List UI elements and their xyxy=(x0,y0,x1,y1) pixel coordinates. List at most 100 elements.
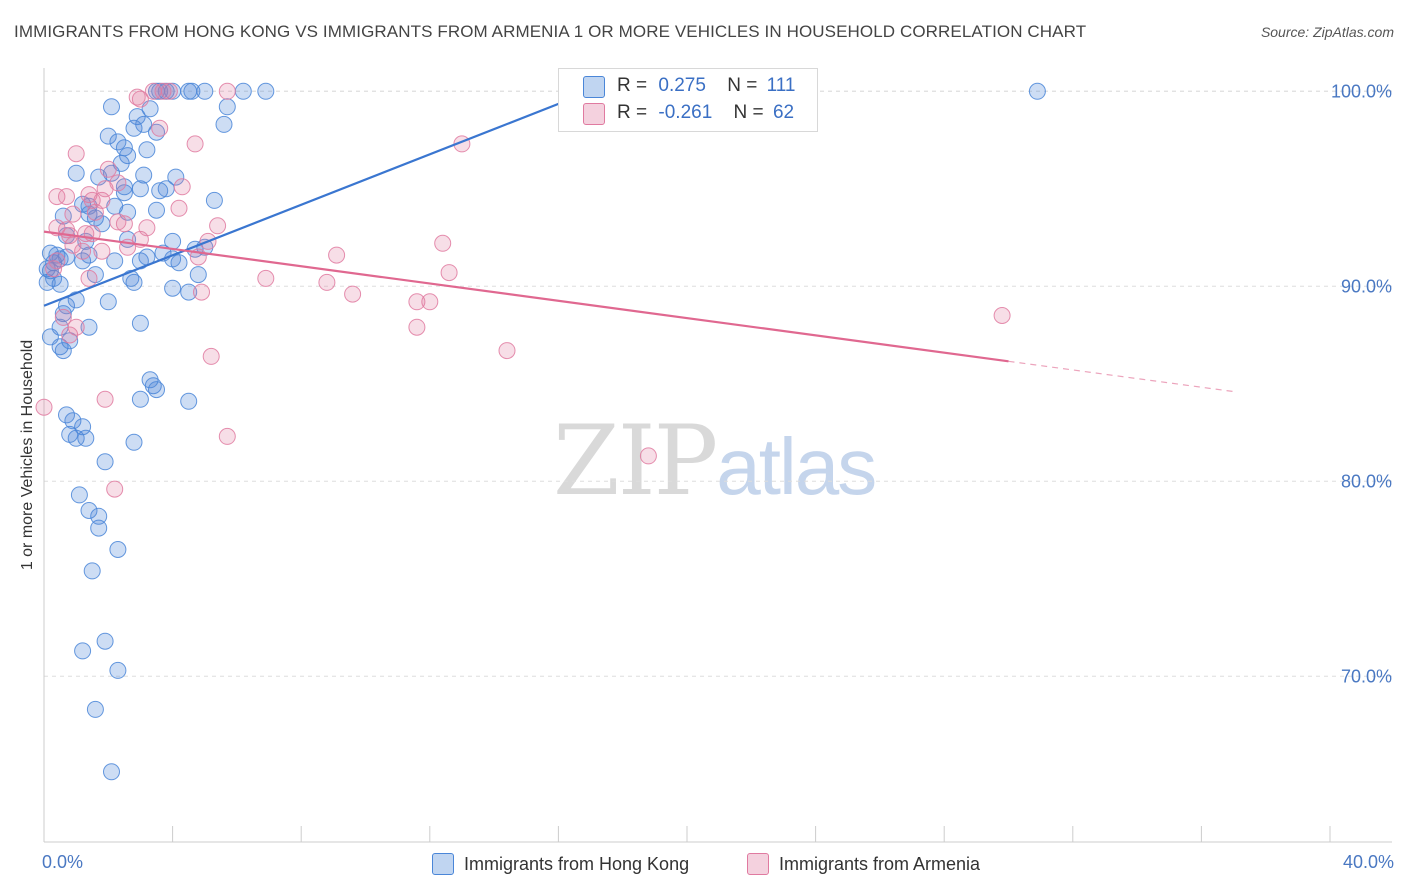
data-point xyxy=(86,700,104,718)
y-tick-label: 70.0% xyxy=(1341,666,1392,686)
correlation-legend: R = 0.275 N = 111 R = -0.261 N = 62 xyxy=(558,68,818,132)
watermark-zip: ZIP xyxy=(553,405,718,517)
data-point xyxy=(80,318,98,336)
data-point xyxy=(189,266,207,284)
data-point xyxy=(257,269,275,287)
legend-n-label: N = xyxy=(733,102,764,123)
data-point xyxy=(151,182,169,200)
data-point xyxy=(209,217,227,235)
data-point xyxy=(90,507,108,525)
legend-n-value: 111 xyxy=(766,75,796,96)
axes xyxy=(43,68,1392,843)
data-point xyxy=(328,246,346,264)
data-point xyxy=(70,486,88,504)
data-point xyxy=(218,82,236,100)
watermark-atlas: atlas xyxy=(716,422,877,511)
data-point xyxy=(160,82,178,100)
data-point xyxy=(148,381,165,399)
data-point xyxy=(170,199,188,217)
legend-swatch-hongkong xyxy=(583,76,605,98)
source-credit: Source: ZipAtlas.com xyxy=(1260,24,1394,40)
data-point xyxy=(138,141,156,159)
data-point xyxy=(67,145,85,163)
tick-labels: 70.0% 80.0% 90.0% 100.0% 0.0% 40.0% xyxy=(42,81,1394,872)
data-point xyxy=(164,279,182,297)
data-point xyxy=(109,541,127,558)
data-point xyxy=(128,108,146,126)
data-point xyxy=(96,632,114,650)
bottom-legend-swatch-hongkong xyxy=(432,853,454,875)
data-point xyxy=(170,254,188,272)
data-point xyxy=(215,115,233,133)
data-point xyxy=(408,318,426,336)
data-point xyxy=(64,412,82,430)
data-point xyxy=(109,133,127,151)
data-point xyxy=(131,90,149,108)
data-point xyxy=(67,164,85,182)
data-point xyxy=(135,166,153,184)
data-point xyxy=(138,219,156,237)
data-point xyxy=(498,342,516,360)
data-point xyxy=(99,160,117,178)
data-point xyxy=(54,305,72,323)
data-point xyxy=(318,273,336,291)
data-point xyxy=(54,308,72,326)
data-point xyxy=(180,283,198,301)
data-point xyxy=(115,215,133,233)
data-point xyxy=(128,88,146,106)
bottom-legend-hongkong: Immigrants from Hong Kong xyxy=(432,852,689,876)
data-point xyxy=(234,82,252,100)
legend-swatch-armenia xyxy=(583,103,605,125)
data-point xyxy=(131,180,149,198)
data-point xyxy=(96,390,114,408)
bottom-legend-armenia: Immigrants from Armenia xyxy=(747,852,980,876)
data-point xyxy=(173,178,191,196)
data-point xyxy=(61,326,79,344)
data-point xyxy=(344,285,362,303)
data-point xyxy=(993,307,1011,324)
data-point xyxy=(103,98,120,116)
data-point xyxy=(54,342,72,360)
legend-r-label: R = xyxy=(617,75,648,96)
data-point xyxy=(74,252,92,270)
data-point xyxy=(48,188,66,206)
data-point xyxy=(151,119,169,137)
bottom-legend-label-armenia: Immigrants from Armenia xyxy=(779,853,981,874)
data-point xyxy=(96,453,114,471)
data-point xyxy=(80,269,98,287)
y-tick-label: 80.0% xyxy=(1341,471,1392,491)
data-point xyxy=(440,264,458,282)
data-point xyxy=(64,205,82,223)
trend-line-solid xyxy=(43,90,591,307)
legend-r-value: -0.261 xyxy=(658,102,713,123)
data-point xyxy=(157,180,175,198)
legend-n-value: 62 xyxy=(772,102,795,123)
data-point xyxy=(434,234,452,252)
data-point xyxy=(77,429,95,447)
data-point xyxy=(67,429,85,447)
data-point xyxy=(74,242,92,260)
bottom-legend-swatch-armenia xyxy=(747,853,769,875)
y-tick-label: 100.0% xyxy=(1331,81,1392,101)
data-point xyxy=(193,283,210,301)
data-point xyxy=(67,291,85,309)
gridlines xyxy=(44,90,1392,677)
legend-r-label: R = xyxy=(617,102,648,123)
data-point xyxy=(196,82,214,100)
data-point xyxy=(64,236,82,254)
data-point xyxy=(90,519,108,537)
data-point xyxy=(421,293,439,311)
data-point xyxy=(93,242,111,260)
x-tick-label: 0.0% xyxy=(42,852,83,872)
data-point xyxy=(109,213,127,231)
data-point xyxy=(125,433,143,451)
data-point xyxy=(218,98,236,116)
data-point xyxy=(35,398,53,416)
data-point xyxy=(38,273,56,291)
data-point xyxy=(58,188,75,206)
data-point xyxy=(186,135,204,153)
y-tick-label: 90.0% xyxy=(1341,276,1392,296)
data-point xyxy=(131,314,149,332)
data-point xyxy=(109,661,127,679)
